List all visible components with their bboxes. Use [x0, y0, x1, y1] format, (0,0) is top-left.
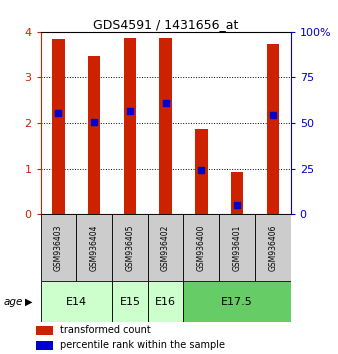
Bar: [37, 341, 53, 350]
Bar: [112, 281, 148, 322]
Bar: [148, 214, 184, 281]
Bar: [219, 214, 255, 281]
Text: percentile rank within the sample: percentile rank within the sample: [60, 340, 225, 350]
Text: GSM936404: GSM936404: [90, 224, 99, 271]
Bar: [41, 281, 112, 322]
Text: age: age: [3, 297, 23, 307]
Text: E15: E15: [119, 297, 140, 307]
Bar: [148, 281, 184, 322]
Bar: [255, 214, 291, 281]
Bar: [184, 281, 291, 322]
Text: GSM936405: GSM936405: [125, 224, 135, 271]
Bar: [88, 56, 100, 214]
Title: GDS4591 / 1431656_at: GDS4591 / 1431656_at: [93, 18, 238, 31]
Bar: [37, 326, 53, 335]
Bar: [267, 44, 279, 214]
Text: GSM936403: GSM936403: [54, 224, 63, 271]
Bar: [160, 38, 172, 214]
Text: E17.5: E17.5: [221, 297, 253, 307]
Bar: [231, 172, 243, 214]
Text: GSM936400: GSM936400: [197, 224, 206, 271]
Text: E14: E14: [66, 297, 87, 307]
Bar: [112, 214, 148, 281]
Text: GSM936406: GSM936406: [268, 224, 277, 271]
Bar: [41, 214, 76, 281]
Bar: [52, 39, 65, 214]
Bar: [76, 214, 112, 281]
Text: E16: E16: [155, 297, 176, 307]
Text: transformed count: transformed count: [60, 325, 151, 335]
Text: ▶: ▶: [25, 297, 33, 307]
Text: GSM936402: GSM936402: [161, 224, 170, 271]
Text: GSM936401: GSM936401: [233, 224, 242, 271]
Bar: [124, 38, 136, 214]
Bar: [184, 214, 219, 281]
Bar: [195, 129, 208, 214]
